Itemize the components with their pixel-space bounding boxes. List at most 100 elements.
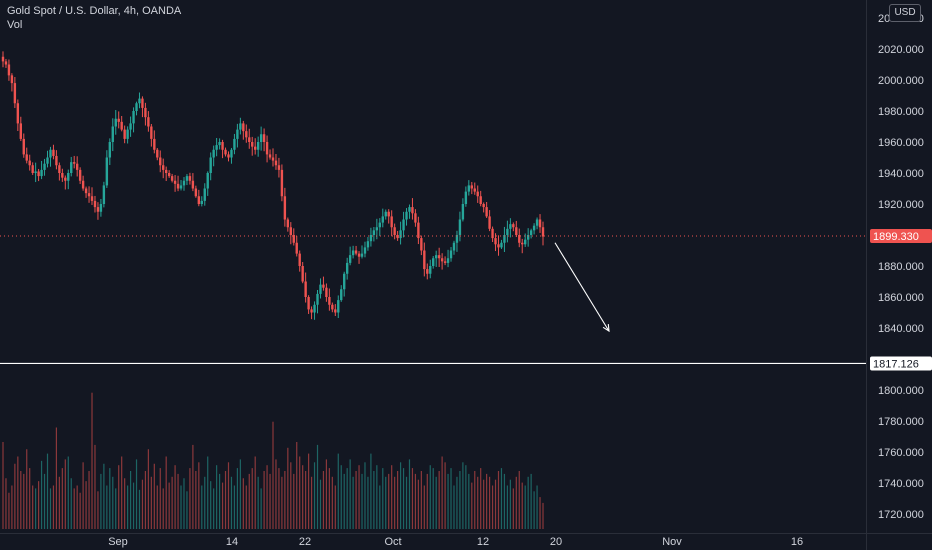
candle-body xyxy=(191,180,195,189)
candle-body xyxy=(443,261,447,263)
candle-body xyxy=(132,111,135,124)
candle-body xyxy=(301,266,304,282)
candle-body xyxy=(242,123,245,132)
price-tick-label: 1800.000 xyxy=(878,385,924,397)
symbol-title[interactable]: Gold Spot / U.S. Dollar, 4h, OANDA xyxy=(7,5,182,17)
volume-bar xyxy=(539,497,541,529)
volume-bar xyxy=(441,456,443,529)
candle-body xyxy=(16,103,20,124)
volume-bar xyxy=(221,482,224,529)
volume-bar xyxy=(266,465,268,529)
candle-body xyxy=(230,149,233,158)
candle-body xyxy=(446,258,450,263)
candle-body xyxy=(25,154,28,161)
time-tick-label: 20 xyxy=(550,536,562,548)
candle-body xyxy=(387,211,390,217)
candle-body xyxy=(434,255,438,259)
candle-body xyxy=(464,191,468,204)
candle-body xyxy=(393,227,396,235)
candle-body xyxy=(491,228,494,239)
volume-bar xyxy=(486,473,488,529)
volume-bar xyxy=(456,476,458,529)
candle-body xyxy=(28,160,31,166)
candle-body xyxy=(494,238,497,245)
currency-button[interactable]: USD xyxy=(889,4,921,22)
candle-body xyxy=(375,227,379,231)
volume-bar xyxy=(483,479,485,529)
volume-bar xyxy=(138,489,141,529)
candle-body xyxy=(286,219,290,228)
candle-body xyxy=(40,169,43,177)
volume-bar xyxy=(299,456,301,529)
candle-body xyxy=(334,309,337,313)
candle-body xyxy=(251,142,254,147)
volume-bar xyxy=(38,481,40,529)
volume-bar xyxy=(216,465,218,529)
candle-body xyxy=(135,103,138,111)
volume-bar xyxy=(32,485,34,529)
volume-indicator-label[interactable]: Vol xyxy=(7,19,23,31)
candle-body xyxy=(408,207,411,212)
volume-bar xyxy=(438,471,440,529)
volume-bar xyxy=(141,479,144,529)
volume-bar xyxy=(423,485,425,529)
candle-body xyxy=(268,154,272,158)
time-tick-label: Oct xyxy=(384,536,401,548)
volume-bar xyxy=(402,468,405,529)
volume-bar xyxy=(391,465,393,529)
candle-body xyxy=(319,284,322,294)
volume-bar xyxy=(177,473,179,529)
volume-bar xyxy=(5,478,7,529)
candle-body xyxy=(437,255,441,259)
time-tick-label: 12 xyxy=(477,536,489,548)
volume-bar xyxy=(352,476,354,529)
candle-body xyxy=(340,289,343,301)
candle-body xyxy=(73,162,76,164)
candle-body xyxy=(248,137,251,142)
candle-body xyxy=(313,304,316,313)
candle-body xyxy=(221,142,224,150)
candle-body xyxy=(253,146,257,150)
candle-body xyxy=(19,123,23,139)
volume-bar xyxy=(115,488,117,529)
candle-body xyxy=(274,160,278,166)
volume-bar xyxy=(230,476,233,529)
price-tick-label: 1840.000 xyxy=(878,323,924,335)
volume-bar xyxy=(79,492,81,529)
volume-bar xyxy=(129,471,132,529)
candle-body xyxy=(473,188,476,192)
volume-bar xyxy=(260,488,262,529)
candle-body xyxy=(182,180,186,186)
volume-bar xyxy=(236,468,238,529)
candle-body xyxy=(360,253,364,257)
volume-bar xyxy=(527,476,529,529)
candle-body xyxy=(429,266,432,274)
volume-bar xyxy=(94,444,96,529)
candle-body xyxy=(411,207,414,214)
candle-body xyxy=(307,297,310,310)
candle-body xyxy=(4,61,8,65)
volume-bar xyxy=(46,453,49,529)
candle-body xyxy=(259,134,263,142)
volume-bar xyxy=(180,485,182,529)
arrow-line[interactable] xyxy=(554,242,610,332)
volume-bar xyxy=(284,471,286,529)
volume-bar xyxy=(325,459,328,529)
volume-bar xyxy=(73,488,75,529)
time-axis[interactable]: Sep 14 22 Oct 12 20 Nov 16 xyxy=(0,533,932,549)
volume-bar xyxy=(465,465,467,529)
candle-body xyxy=(479,196,482,204)
candle-body xyxy=(432,258,435,266)
volume-bar xyxy=(17,456,19,529)
volume-bar xyxy=(379,485,381,529)
volume-bar xyxy=(165,456,167,529)
price-tick-label: 1880.000 xyxy=(878,261,924,273)
candle-body xyxy=(535,219,539,226)
volume-bar xyxy=(106,485,108,529)
candle-body xyxy=(218,142,221,146)
volume-bar xyxy=(287,447,289,529)
candle-body xyxy=(417,222,420,239)
time-tick-label: 22 xyxy=(299,536,311,548)
